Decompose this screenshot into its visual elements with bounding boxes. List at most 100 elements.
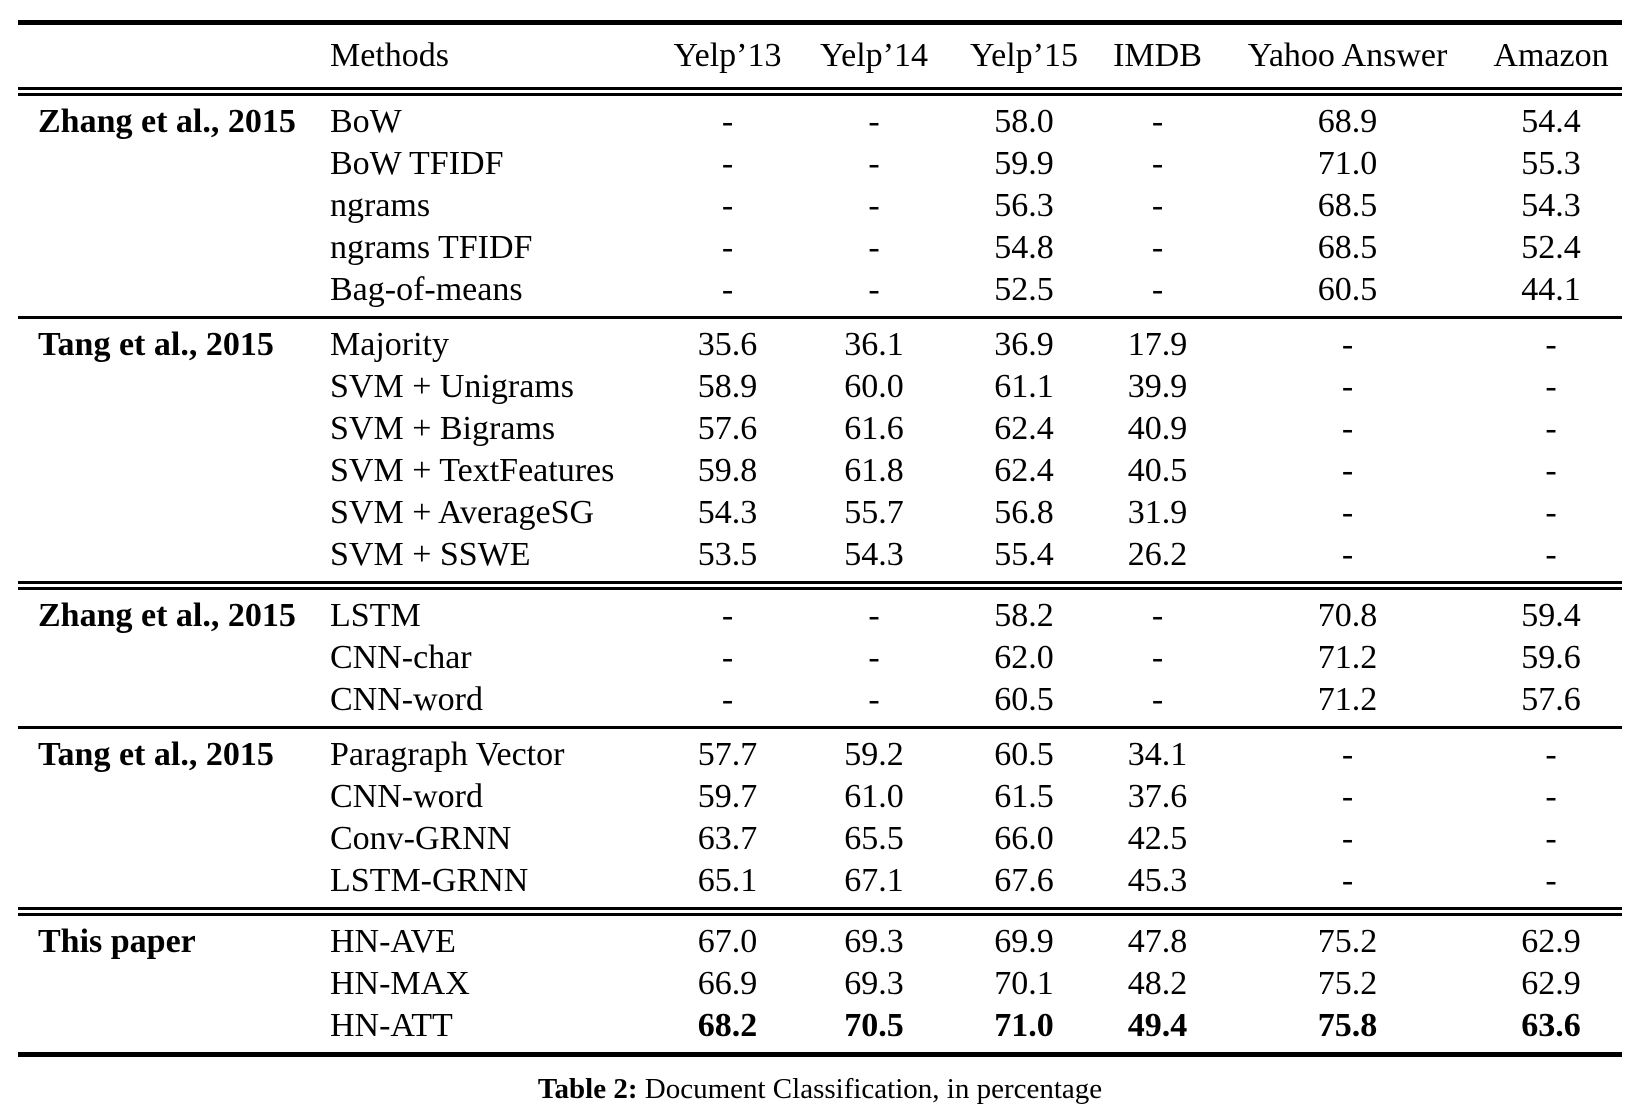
score-cell: 71.2 — [1317, 681, 1378, 718]
method-name: Paragraph Vector — [330, 736, 565, 773]
score-cell: 54.3 — [1521, 187, 1581, 224]
score-cell: - — [868, 187, 880, 224]
score-cell: 36.1 — [844, 326, 904, 363]
score-cell: 55.4 — [994, 536, 1054, 573]
method-name: CNN-word — [330, 681, 483, 718]
score-cell: 60.5 — [1317, 271, 1378, 308]
header-group-col — [18, 23, 330, 92]
table-group: Zhang et al., 2015 BoW - -58.0-68.9 54.4 BoW … — [18, 92, 1622, 318]
method-name: SVM + TextFeatures — [330, 452, 615, 489]
table-group: Tang et al., 2015 Paragraph Vector 57.7 59.… — [18, 727, 1622, 912]
score-cell: - — [1341, 452, 1354, 489]
method-name: SVM + AverageSG — [330, 494, 595, 531]
score-cell: 68.9 — [1317, 103, 1378, 140]
score-cell: 62.0 — [994, 639, 1054, 676]
score-cell: 66.0 — [994, 820, 1054, 857]
table-row: SVM + Bigrams 57.6 61.6 62.4 40.9 - - — [18, 408, 1622, 450]
score-cell: 40.9 — [1127, 410, 1188, 447]
score-cell: 67.0 — [697, 923, 758, 960]
score-cell: - — [1151, 639, 1164, 676]
score-cell: - — [868, 597, 880, 634]
group-label — [18, 776, 330, 818]
score-cell: 60.5 — [994, 681, 1054, 718]
group-label — [18, 492, 330, 534]
method-name: Bag-of-means — [330, 271, 523, 308]
score-cell: 52.5 — [994, 271, 1054, 308]
score-cell: - — [1545, 494, 1557, 531]
group-label: Tang et al., 2015 — [38, 326, 274, 363]
score-cell: - — [721, 597, 734, 634]
group-label — [18, 1005, 330, 1055]
table-row: HN-MAX 66.9 69.3 70.1 48.2 75.2 62.9 — [18, 963, 1622, 1005]
score-cell: 68.2 — [697, 1007, 758, 1044]
caption-text: Document Classification, in percentage — [637, 1073, 1103, 1105]
score-cell: - — [1545, 820, 1557, 857]
table-caption: Table 2: Document Classification, in per… — [18, 1073, 1622, 1106]
score-cell: 52.4 — [1521, 229, 1581, 266]
score-cell: 61.8 — [844, 452, 904, 489]
table-group: This paper HN-AVE 67.0 69.3 69.9 47.8 75.2 62.9… — [18, 911, 1622, 1055]
score-cell: - — [721, 229, 734, 266]
method-name: HN-AVE — [330, 923, 456, 960]
score-cell: - — [721, 103, 734, 140]
score-cell: 55.3 — [1521, 145, 1581, 182]
score-cell: - — [721, 271, 734, 308]
score-cell: - — [1341, 820, 1354, 857]
table-row: CNN-word 59.7 61.0 61.5 37.6 - - — [18, 776, 1622, 818]
method-name: LSTM — [330, 597, 421, 634]
score-cell: 57.7 — [697, 736, 758, 773]
table-group: Tang et al., 2015 Majority 35.6 36.1 36.9 17.… — [18, 317, 1622, 586]
table-row: ngrams TFIDF - - 54.8 - 68.5 52.4 — [18, 227, 1622, 269]
group-label — [18, 818, 330, 860]
score-cell: 59.9 — [994, 145, 1054, 182]
score-cell: 40.5 — [1127, 452, 1188, 489]
results-table: Methods Yelp’13 Yelp’14 Yelp’15 IMDB Yah… — [18, 20, 1622, 1057]
score-cell: - — [868, 681, 880, 718]
score-cell: 62.4 — [994, 410, 1054, 447]
table-row: SVM + Unigrams 58.9 60.0 61.1 39.9 - - — [18, 366, 1622, 408]
score-cell: 37.6 — [1127, 778, 1188, 815]
score-cell: 36.9 — [994, 326, 1054, 363]
score-cell: - — [868, 103, 880, 140]
table-row: ngrams - - 56.3 - 68.5 54.3 — [18, 185, 1622, 227]
table-row: CNN-char - - 62.0 - 71.2 59.6 — [18, 637, 1622, 679]
score-cell: 62.9 — [1521, 923, 1581, 960]
method-name: BoW — [330, 103, 402, 140]
score-cell: - — [1341, 494, 1354, 531]
method-name: HN-MAX — [330, 965, 470, 1002]
score-cell: 56.8 — [994, 494, 1054, 531]
score-cell: 59.8 — [697, 452, 758, 489]
score-cell: 49.4 — [1127, 1007, 1188, 1044]
score-cell: 75.2 — [1317, 965, 1378, 1002]
score-cell: - — [1151, 187, 1164, 224]
score-cell: - — [1151, 681, 1164, 718]
score-cell: 44.1 — [1521, 271, 1581, 308]
method-name: Majority — [330, 326, 449, 363]
table-row: Zhang et al., 2015 LSTM - - 58.2 - 70.8 59.4 — [18, 586, 1622, 638]
score-cell: 63.7 — [697, 820, 758, 857]
method-name: CNN-char — [330, 639, 472, 676]
score-cell: - — [1341, 368, 1354, 405]
group-label — [18, 269, 330, 318]
score-cell: 55.7 — [844, 494, 904, 531]
header-yelp15: Yelp’15 — [969, 37, 1078, 74]
score-cell: - — [1545, 368, 1557, 405]
score-cell: 65.5 — [844, 820, 904, 857]
score-cell: 58.9 — [697, 368, 758, 405]
score-cell: 45.3 — [1127, 862, 1188, 899]
score-cell: - — [1545, 326, 1557, 363]
score-cell: 54.8 — [994, 229, 1054, 266]
score-cell: 71.2 — [1317, 639, 1378, 676]
method-name: ngrams — [330, 187, 431, 224]
score-cell: 56.3 — [994, 187, 1054, 224]
caption-label: Table 2: — [537, 1073, 638, 1105]
score-cell: - — [868, 145, 880, 182]
header-methods: Methods — [330, 37, 449, 74]
score-cell: 48.2 — [1127, 965, 1188, 1002]
score-cell: 70.8 — [1317, 597, 1378, 634]
score-cell: 69.9 — [994, 923, 1054, 960]
group-label — [18, 963, 330, 1005]
score-cell: - — [1545, 536, 1557, 573]
table-row: Conv-GRNN 63.7 65.5 66.0 42.5 - - — [18, 818, 1622, 860]
method-name: ngrams TFIDF — [330, 229, 533, 266]
